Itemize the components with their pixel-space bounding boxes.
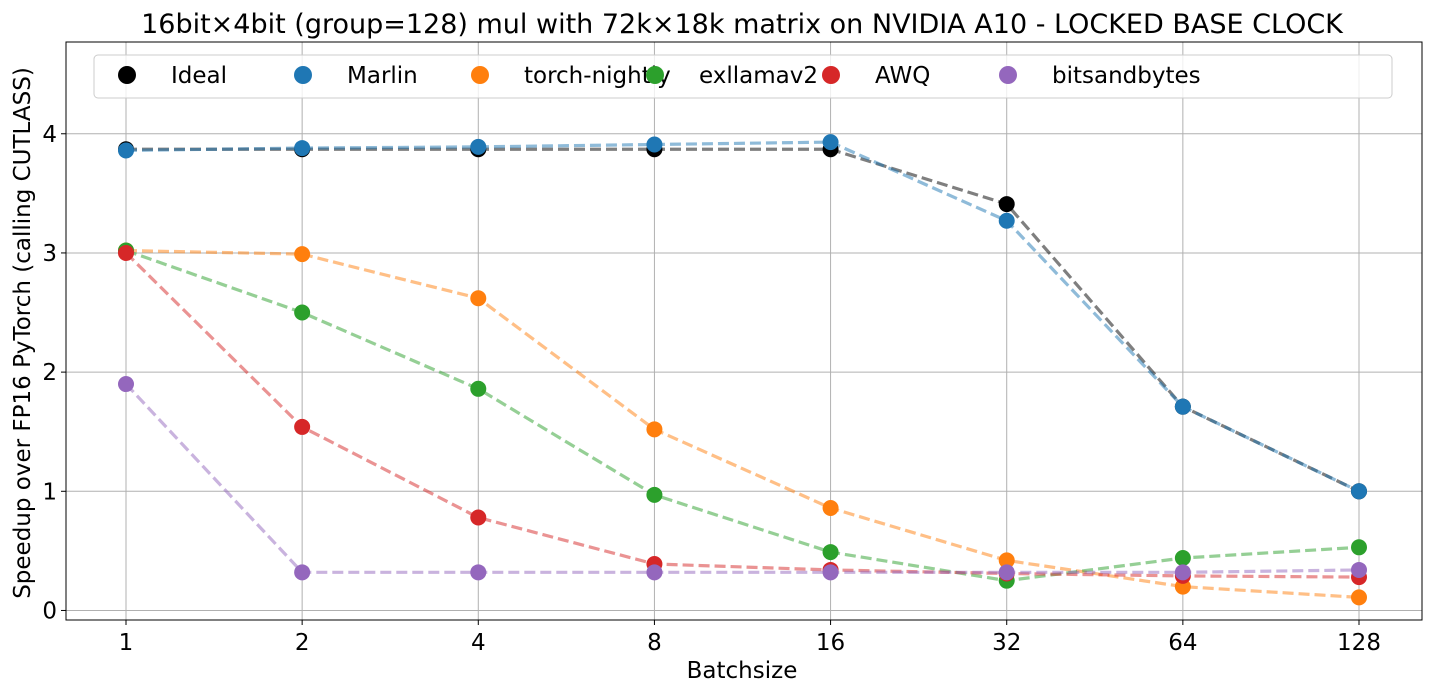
legend-marker [118, 66, 136, 84]
series-line [126, 147, 1360, 493]
x-tick-label: 64 [1168, 630, 1197, 656]
data-point [646, 421, 663, 438]
grid-lines [66, 42, 1422, 620]
data-point [1351, 483, 1367, 500]
axis-ticks: 1 2 4 8 16 32 64 128 0 1 2 3 4 [42, 122, 1381, 656]
data-point [294, 140, 311, 157]
series-line [124, 251, 1360, 579]
x-tick-label: 2 [295, 630, 310, 656]
legend-label: Ideal [171, 63, 227, 89]
legend: Ideal Marlin torch-nightly exllamav2 AWQ bits… [93, 54, 1393, 99]
data-point [1174, 564, 1191, 581]
data-point [646, 486, 663, 503]
y-tick-label: 1 [42, 479, 57, 505]
data-point [998, 212, 1015, 229]
data-point [822, 564, 839, 581]
plot-frame [65, 41, 1423, 621]
data-point [1351, 539, 1367, 556]
legend-marker [471, 66, 489, 84]
data-point [294, 564, 311, 581]
data-points [118, 134, 1367, 606]
data-point [470, 380, 487, 397]
data-point [118, 244, 134, 261]
data-point [822, 544, 839, 561]
y-tick-label: 0 [42, 598, 57, 624]
series-lines [124, 140, 1360, 599]
data-point [1174, 398, 1191, 415]
y-axis-label: Speedup over FP16 PyTorch (calling CUTLA… [10, 67, 36, 599]
legend-marker [999, 66, 1017, 84]
legend-label: bitsandbytes [1052, 63, 1201, 89]
data-point [646, 136, 663, 153]
data-point [1351, 589, 1367, 606]
data-point [998, 552, 1015, 569]
series-line [125, 249, 1360, 583]
data-point [470, 564, 487, 581]
x-tick-label: 128 [1337, 630, 1381, 656]
data-point [118, 376, 134, 393]
legend-marker [822, 66, 840, 84]
data-point [470, 290, 487, 307]
data-point [998, 564, 1015, 581]
x-axis-label: Batchsize [687, 658, 798, 684]
data-point [294, 304, 311, 321]
series-line [125, 140, 1360, 493]
x-tick-label: 8 [647, 630, 662, 656]
legend-label: exllamav2 [699, 63, 818, 89]
x-tick-label: 32 [992, 630, 1021, 656]
y-tick-label: 2 [42, 360, 57, 386]
legend-label: AWQ [875, 63, 930, 89]
data-point [1351, 561, 1367, 578]
data-point [294, 246, 311, 263]
x-tick-label: 4 [471, 630, 486, 656]
data-point [646, 564, 663, 581]
x-tick-label: 1 [119, 630, 134, 656]
y-tick-label: 4 [42, 122, 57, 148]
data-point [822, 134, 839, 151]
series-line [124, 382, 1360, 574]
legend-marker [294, 66, 312, 84]
data-point [294, 418, 311, 435]
legend-label: Marlin [347, 63, 418, 89]
y-tick-label: 3 [42, 241, 57, 267]
data-point [470, 509, 487, 526]
chart-title: 16bit×4bit (group=128) mul with 72k×18k … [141, 9, 1344, 40]
x-tick-label: 16 [816, 630, 845, 656]
legend-marker [646, 66, 664, 84]
data-point [470, 138, 487, 155]
series-line [125, 248, 1360, 599]
data-point [822, 499, 839, 516]
data-point [1174, 550, 1191, 567]
legend-box [93, 54, 1393, 99]
data-point [118, 142, 134, 159]
data-point [998, 196, 1015, 213]
